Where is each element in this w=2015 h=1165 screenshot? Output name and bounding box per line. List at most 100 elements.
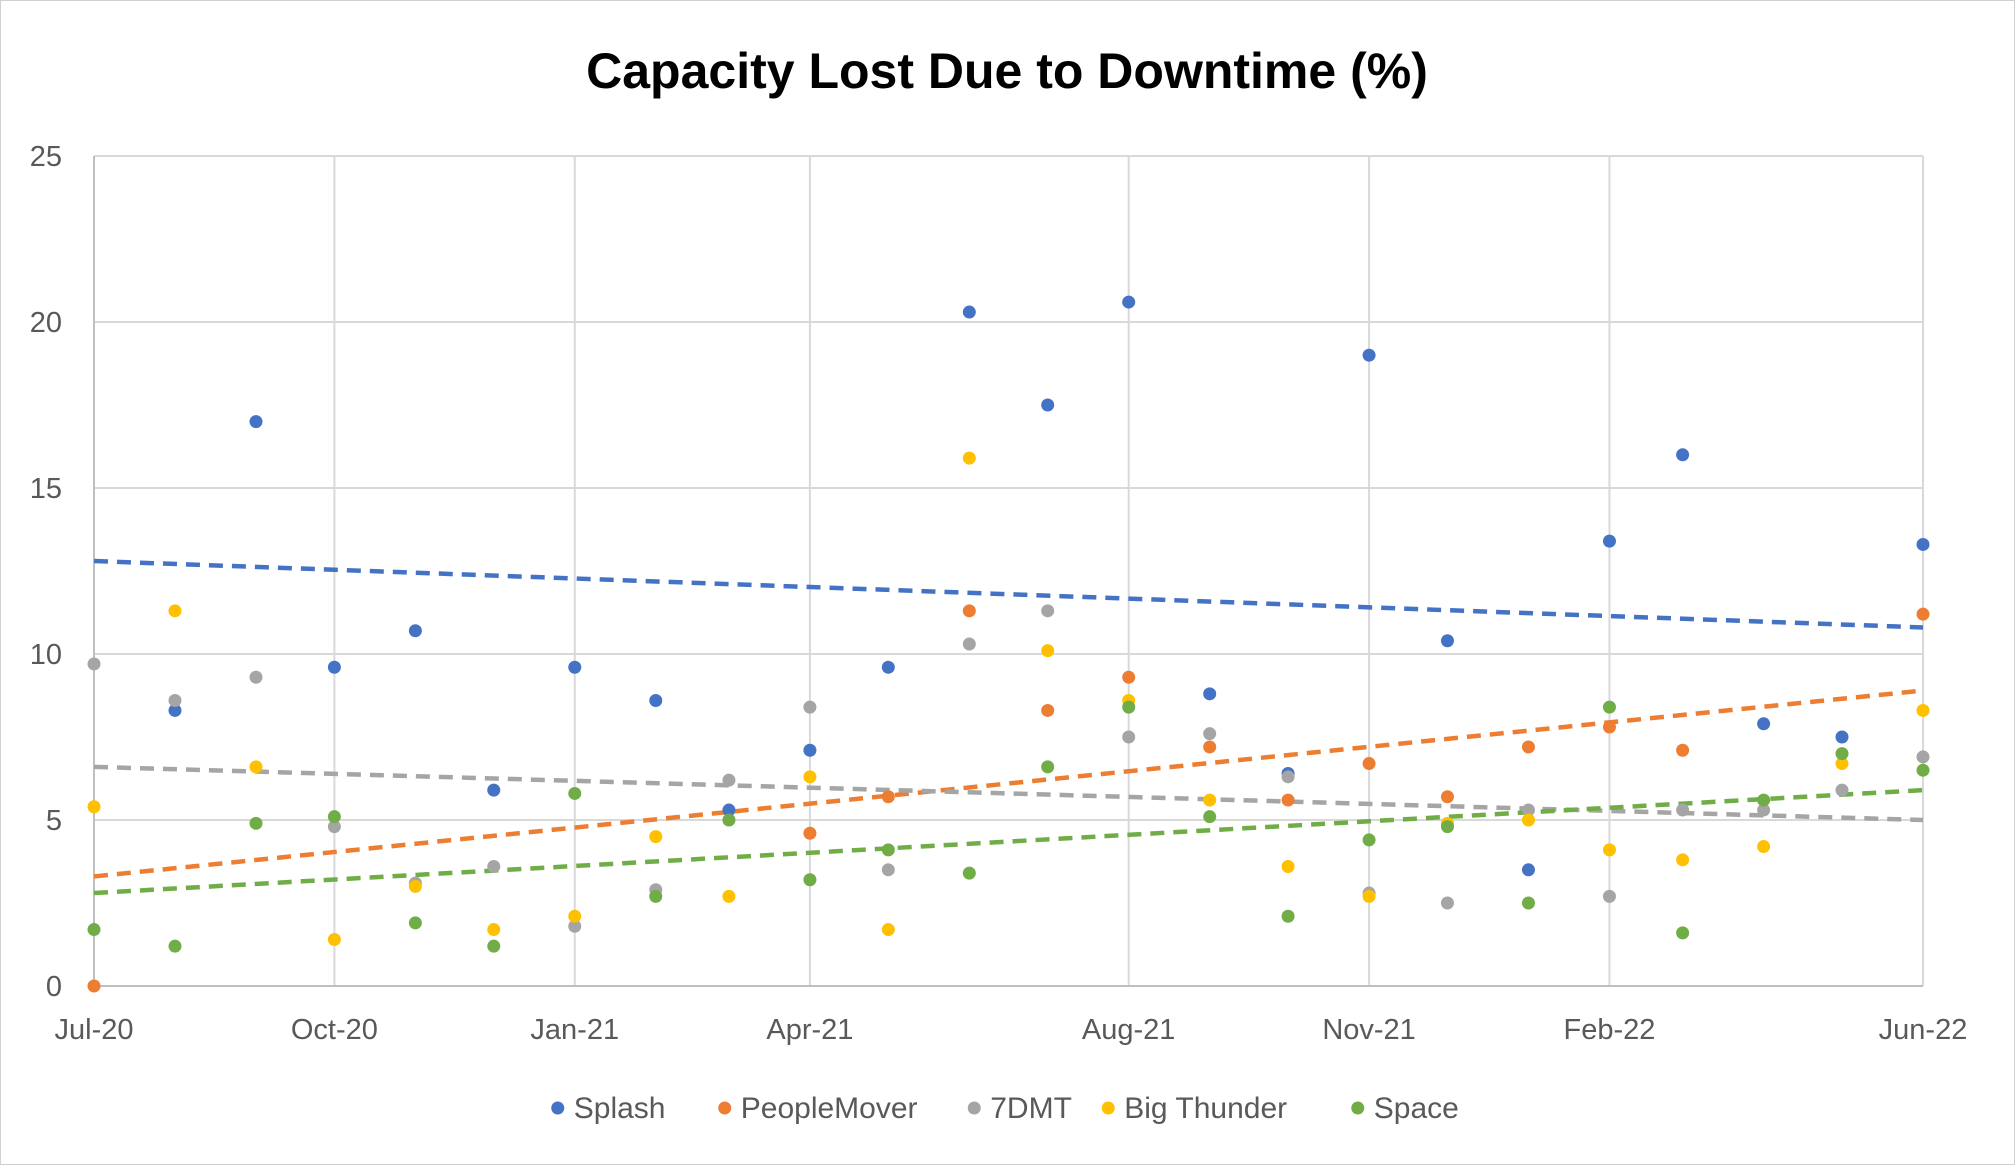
data-point-big-thunder <box>1203 793 1217 807</box>
data-point-splash <box>327 660 341 674</box>
data-point-7dmt <box>1281 770 1295 784</box>
trendline-splash <box>93 558 1924 630</box>
data-point-big-thunder <box>881 923 895 937</box>
data-point-7dmt <box>1041 604 1055 618</box>
data-point-peoplemover <box>1916 607 1930 621</box>
data-point-big-thunder <box>1041 644 1055 658</box>
data-points <box>87 295 1930 993</box>
x-tick-label: Jan-21 <box>530 1014 619 1046</box>
data-point-big-thunder <box>1281 859 1295 873</box>
data-point-7dmt <box>1916 750 1930 764</box>
legend-label: PeopleMover <box>741 1092 918 1125</box>
data-point-splash <box>1521 863 1535 877</box>
data-point-space <box>1440 820 1454 834</box>
data-point-big-thunder <box>1757 840 1771 854</box>
data-point-peoplemover <box>1676 743 1690 757</box>
data-point-big-thunder <box>487 923 501 937</box>
data-point-space <box>1757 793 1771 807</box>
data-point-7dmt <box>487 859 501 873</box>
data-point-splash <box>168 703 182 717</box>
data-point-space <box>168 939 182 953</box>
data-point-space <box>1203 810 1217 824</box>
legend-label: Big Thunder <box>1124 1092 1287 1125</box>
data-point-space <box>1041 760 1055 774</box>
data-point-splash <box>1835 730 1849 744</box>
data-point-peoplemover <box>962 604 976 618</box>
data-point-peoplemover <box>803 826 817 840</box>
x-tick-label: Jul-20 <box>55 1014 134 1046</box>
data-point-peoplemover <box>1122 670 1136 684</box>
data-point-splash <box>1362 348 1376 362</box>
data-point-big-thunder <box>1362 889 1376 903</box>
data-point-7dmt <box>327 820 341 834</box>
data-point-peoplemover <box>1041 703 1055 717</box>
data-point-splash <box>1041 398 1055 412</box>
data-point-space <box>1916 763 1930 777</box>
data-point-7dmt <box>168 693 182 707</box>
data-point-7dmt <box>249 670 263 684</box>
data-point-space <box>408 916 422 930</box>
data-point-big-thunder <box>168 604 182 618</box>
data-point-splash <box>1757 717 1771 731</box>
data-point-splash <box>722 803 736 817</box>
data-point-space <box>568 786 582 800</box>
x-tick-label: Nov-21 <box>1322 1014 1416 1046</box>
data-point-space <box>881 843 895 857</box>
legend-marker <box>1101 1101 1115 1115</box>
y-tick-label: 15 <box>30 473 62 505</box>
data-point-big-thunder <box>803 770 817 784</box>
legend-marker <box>967 1101 981 1115</box>
legend-label: 7DMT <box>990 1092 1072 1125</box>
data-point-splash <box>408 624 422 638</box>
legend-marker <box>551 1101 565 1115</box>
y-tick-label: 25 <box>30 141 62 173</box>
data-point-big-thunder <box>1916 703 1930 717</box>
trendlines <box>93 558 1924 896</box>
data-point-7dmt <box>1602 889 1616 903</box>
legend-item-7dmt: 7DMT <box>967 1092 1072 1125</box>
x-tick-label: Jun-22 <box>1879 1014 1968 1046</box>
data-point-big-thunder <box>1676 853 1690 867</box>
data-point-peoplemover <box>1281 793 1295 807</box>
data-point-space <box>87 923 101 937</box>
data-point-big-thunder <box>1521 813 1535 827</box>
data-point-7dmt <box>1521 803 1535 817</box>
trendline-peoplemover <box>93 688 1924 879</box>
legend-label: Splash <box>574 1092 666 1125</box>
legend-label: Space <box>1374 1092 1459 1125</box>
data-point-space <box>1362 833 1376 847</box>
data-point-space <box>327 810 341 824</box>
data-point-space <box>1281 909 1295 923</box>
data-point-splash <box>487 783 501 797</box>
data-point-space <box>803 873 817 887</box>
data-point-7dmt <box>568 919 582 933</box>
data-point-splash <box>962 305 976 319</box>
data-point-big-thunder <box>1835 757 1849 771</box>
legend-marker <box>718 1101 732 1115</box>
data-point-space <box>487 939 501 953</box>
x-tick-label: Feb-22 <box>1564 1014 1656 1046</box>
data-point-splash <box>1916 537 1930 551</box>
y-tick-label: 10 <box>30 639 62 671</box>
data-point-splash <box>1602 534 1616 548</box>
data-point-7dmt <box>881 863 895 877</box>
data-point-space <box>1676 926 1690 940</box>
data-point-space <box>249 816 263 830</box>
legend-item-big-thunder: Big Thunder <box>1101 1092 1287 1125</box>
data-point-space <box>1521 896 1535 910</box>
legend-item-peoplemover: PeopleMover <box>718 1092 918 1125</box>
data-point-big-thunder <box>1602 843 1616 857</box>
data-point-peoplemover <box>1440 790 1454 804</box>
data-point-7dmt <box>1122 730 1136 744</box>
data-point-big-thunder <box>408 879 422 893</box>
data-point-7dmt <box>803 700 817 714</box>
x-tick-label: Apr-21 <box>766 1014 853 1046</box>
chart-title: Capacity Lost Due to Downtime (%) <box>586 43 1428 99</box>
data-point-big-thunder <box>962 451 976 465</box>
y-tick-label: 20 <box>30 307 62 339</box>
data-point-7dmt <box>87 657 101 671</box>
data-point-big-thunder <box>327 933 341 947</box>
data-point-splash <box>249 415 263 429</box>
x-tick-label: Oct-20 <box>291 1014 378 1046</box>
